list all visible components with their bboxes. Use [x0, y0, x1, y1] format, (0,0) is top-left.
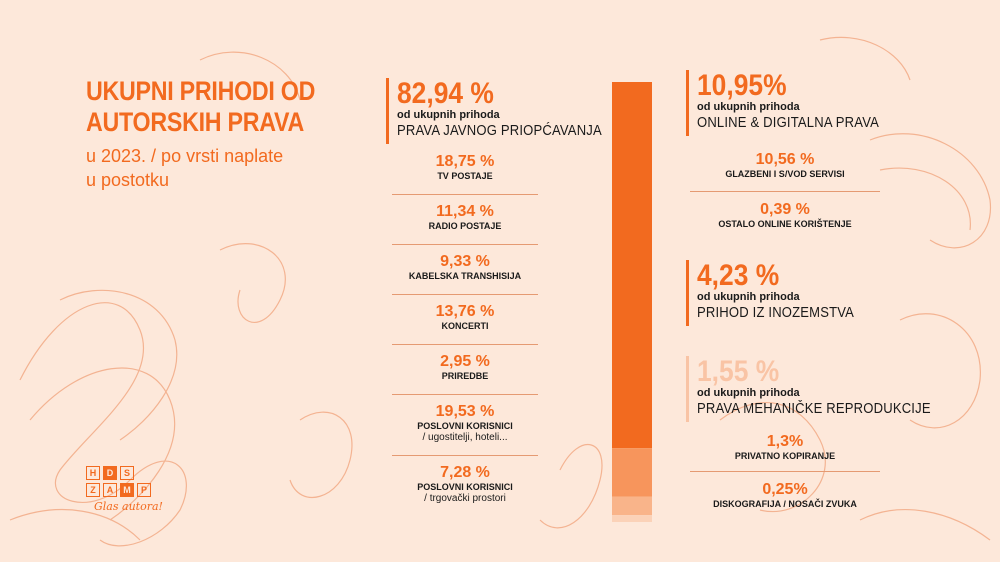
sub-item-label: TV POSTAJE: [437, 171, 493, 181]
sub-item-cable: 9,33 % KABELSKA TRANSHISIJA: [390, 252, 540, 282]
sub-item-label: RADIO POSTAJE: [428, 221, 502, 231]
sub-item-radio: 11,34 % RADIO POSTAJE: [390, 202, 540, 232]
sub-item-label: KONCERTI: [441, 321, 489, 331]
bar-segment-3: [612, 496, 652, 516]
sub-item-label: OSTALO ONLINE KORIŠTENJE: [718, 219, 852, 229]
sub-item-percentage: 19,53 %: [435, 403, 495, 420]
hds-zamp-logo: H D S Z A M P Glas autora!: [86, 466, 163, 513]
headline-category: PRAVA MEHANIČKE REPRODUKCIJE: [697, 401, 931, 417]
sub-item-label: DISKOGRAFIJA / NOSAČI ZVUKA: [713, 499, 857, 509]
sub-item-concerts: 13,76 % KONCERTI: [390, 302, 540, 332]
sub-item-note: / ugostitelji, hoteli...: [422, 432, 508, 443]
sub-item-discography: 0,25% DISKOGRAFIJA / NOSAČI ZVUKA: [690, 480, 880, 510]
sub-item-percentage: 1,3%: [766, 433, 804, 450]
sub-item-percentage: 7,28 %: [440, 464, 490, 481]
sub-item-business-retail: 7,28 % POSLOVNI KORISNICI / trgovački pr…: [390, 463, 540, 505]
sub-item-other-online: 0,39 % OSTALO ONLINE KORIŠTENJE: [690, 200, 880, 230]
logo-letter: A: [103, 483, 117, 497]
stacked-bar-chart: [612, 82, 652, 522]
divider: [392, 394, 538, 395]
sub-item-percentage: 0,25%: [762, 481, 808, 498]
divider: [392, 294, 538, 295]
page-subtitle-line2: u postotku: [86, 170, 170, 190]
logo-letter: P: [137, 483, 151, 497]
sub-item-note: / trgovački prostori: [424, 493, 506, 504]
sub-item-label: PRIVATNO KOPIRANJE: [734, 451, 836, 461]
sub-item-label: PRIREDBE: [441, 371, 489, 381]
headline-percentage: 10,95%: [697, 69, 787, 102]
sub-item-percentage: 18,75 %: [435, 153, 495, 170]
logo-letter: Z: [86, 483, 100, 497]
divider: [690, 471, 880, 472]
sub-item-business-hospitality: 19,53 % POSLOVNI KORISNICI / ugostitelji…: [390, 402, 540, 444]
sub-item-percentage: 10,56 %: [755, 151, 815, 168]
sub-item-private-copying: 1,3% PRIVATNO KOPIRANJE: [690, 432, 880, 462]
bar-segment-4: [612, 515, 652, 522]
logo-letter: H: [86, 466, 100, 480]
page-title-line1: UKUPNI PRIHODI OD: [86, 76, 316, 106]
divider: [392, 455, 538, 456]
headline-of-total: od ukupnih prihoda: [697, 387, 800, 399]
headline-of-total: od ukupnih prihoda: [397, 109, 500, 121]
headline-percentage: 4,23 %: [697, 259, 780, 292]
sub-item-music-svod: 10,56 % GLAZBENI I S/VOD SERVISI: [690, 150, 880, 180]
logo-letter: D: [103, 466, 117, 480]
headline-category: PRIHOD IZ INOZEMSTVA: [697, 305, 855, 321]
headline-public-communication: 82,94 % od ukupnih prihoda PRAVA JAVNOG …: [386, 78, 625, 144]
headline-online-digital: 10,95% od ukupnih prihoda ONLINE & DIGIT…: [686, 70, 899, 136]
divider: [690, 191, 880, 192]
logo-slogan: Glas autora!: [94, 500, 163, 513]
bar-segment-1: [612, 82, 652, 449]
headline-percentage: 82,94 %: [397, 77, 494, 110]
sub-item-events: 2,95 % PRIREDBE: [390, 352, 540, 382]
page-subtitle-line1: u 2023. / po vrsti naplate: [86, 146, 284, 166]
logo-letter: S: [120, 466, 134, 480]
sub-item-label: GLAZBENI I S/VOD SERVISI: [725, 169, 845, 179]
headline-percentage: 1,55 %: [697, 355, 780, 388]
sub-item-percentage: 11,34 %: [436, 203, 494, 220]
headline-category: PRAVA JAVNOG PRIOPĆAVANJA: [397, 123, 602, 139]
sub-item-percentage: 2,95 %: [440, 353, 490, 370]
headline-of-total: od ukupnih prihoda: [697, 291, 800, 303]
sub-item-percentage: 9,33 %: [440, 253, 490, 270]
divider: [392, 244, 538, 245]
logo-letter: M: [120, 483, 134, 497]
headline-category: ONLINE & DIGITALNA PRAVA: [697, 115, 879, 131]
sub-item-tv: 18,75 % TV POSTAJE: [390, 152, 540, 182]
headline-foreign-income: 4,23 % od ukupnih prihoda PRIHOD IZ INOZ…: [686, 260, 872, 326]
bar-segment-2: [612, 448, 652, 497]
sub-item-percentage: 0,39 %: [760, 201, 810, 218]
headline-of-total: od ukupnih prihoda: [697, 101, 800, 113]
sub-item-label: POSLOVNI KORISNICI: [417, 421, 513, 431]
sub-item-label: POSLOVNI KORISNICI: [417, 482, 513, 492]
title-block: UKUPNI PRIHODI OD AUTORSKIH PRAVA u 2023…: [86, 76, 356, 192]
sub-item-percentage: 13,76 %: [435, 303, 495, 320]
divider: [392, 344, 538, 345]
headline-mechanical-reproduction: 1,55 % od ukupnih prihoda PRAVA MEHANIČK…: [686, 356, 957, 422]
sub-item-label: KABELSKA TRANSHISIJA: [408, 271, 522, 281]
divider: [392, 194, 538, 195]
page-title-line2: AUTORSKIH PRAVA: [86, 107, 305, 137]
